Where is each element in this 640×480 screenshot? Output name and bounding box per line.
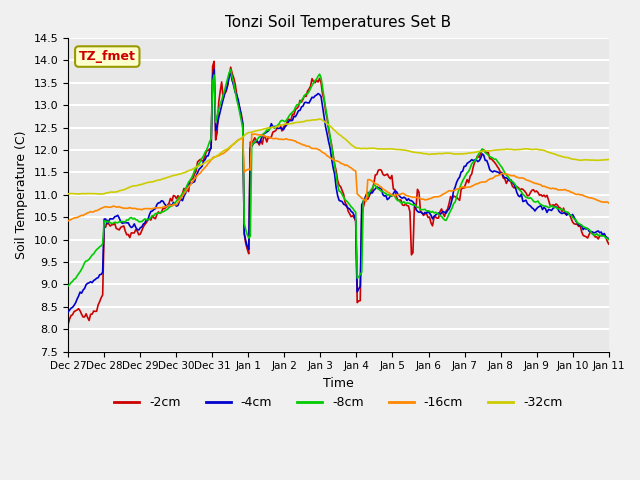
Text: TZ_fmet: TZ_fmet <box>79 50 136 63</box>
Legend: -2cm, -4cm, -8cm, -16cm, -32cm: -2cm, -4cm, -8cm, -16cm, -32cm <box>109 391 568 414</box>
Y-axis label: Soil Temperature (C): Soil Temperature (C) <box>15 131 28 259</box>
X-axis label: Time: Time <box>323 377 354 390</box>
Title: Tonzi Soil Temperatures Set B: Tonzi Soil Temperatures Set B <box>225 15 451 30</box>
